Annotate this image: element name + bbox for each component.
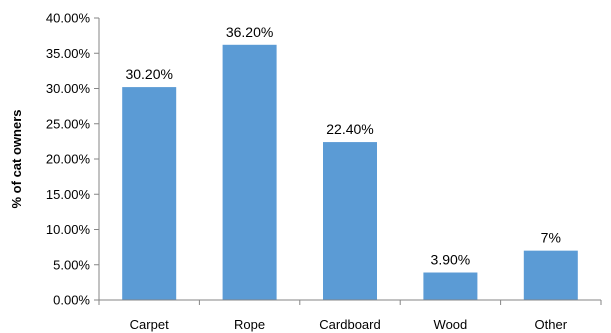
bars-group (122, 44, 578, 300)
y-tick-label: 20.00% (46, 152, 91, 167)
x-tick-label: Wood (434, 317, 468, 332)
y-tick-label: 25.00% (46, 116, 91, 131)
x-tick-label: Carpet (130, 317, 169, 332)
x-tick-label: Other (535, 317, 568, 332)
y-axis-ticks: 0.00% 5.00% 10.00% 15.00% 20.00% 25.00% 30.00%… (46, 11, 99, 308)
bar-cardboard (323, 142, 377, 300)
y-tick-label: 15.00% (46, 187, 91, 202)
bar-carpet (122, 87, 177, 300)
y-tick-label: 40.00% (46, 11, 91, 26)
data-labels-group: 30.20% 36.20% 22.40% 3.90% 7% (125, 24, 560, 268)
bar-other (523, 250, 578, 300)
x-tick-label: Rope (234, 317, 265, 332)
data-label-carpet: 30.20% (125, 66, 172, 82)
x-axis-ticks: Carpet Rope Cardboard Wood Other (98, 300, 602, 332)
data-label-wood: 3.90% (431, 252, 471, 268)
bar-wood (423, 272, 478, 300)
data-label-other: 7% (541, 230, 561, 246)
data-label-cardboard: 22.40% (326, 121, 373, 137)
y-tick-label: 35.00% (46, 46, 91, 61)
y-tick-label: 30.00% (46, 81, 91, 96)
y-tick-label: 0.00% (53, 293, 90, 308)
y-tick-label: 5.00% (53, 257, 90, 272)
data-label-rope: 36.20% (226, 24, 273, 40)
y-axis-title: % of cat owners (9, 110, 24, 209)
x-tick-label: Cardboard (319, 317, 380, 332)
bar-rope (222, 44, 277, 300)
y-tick-label: 10.00% (46, 222, 91, 237)
